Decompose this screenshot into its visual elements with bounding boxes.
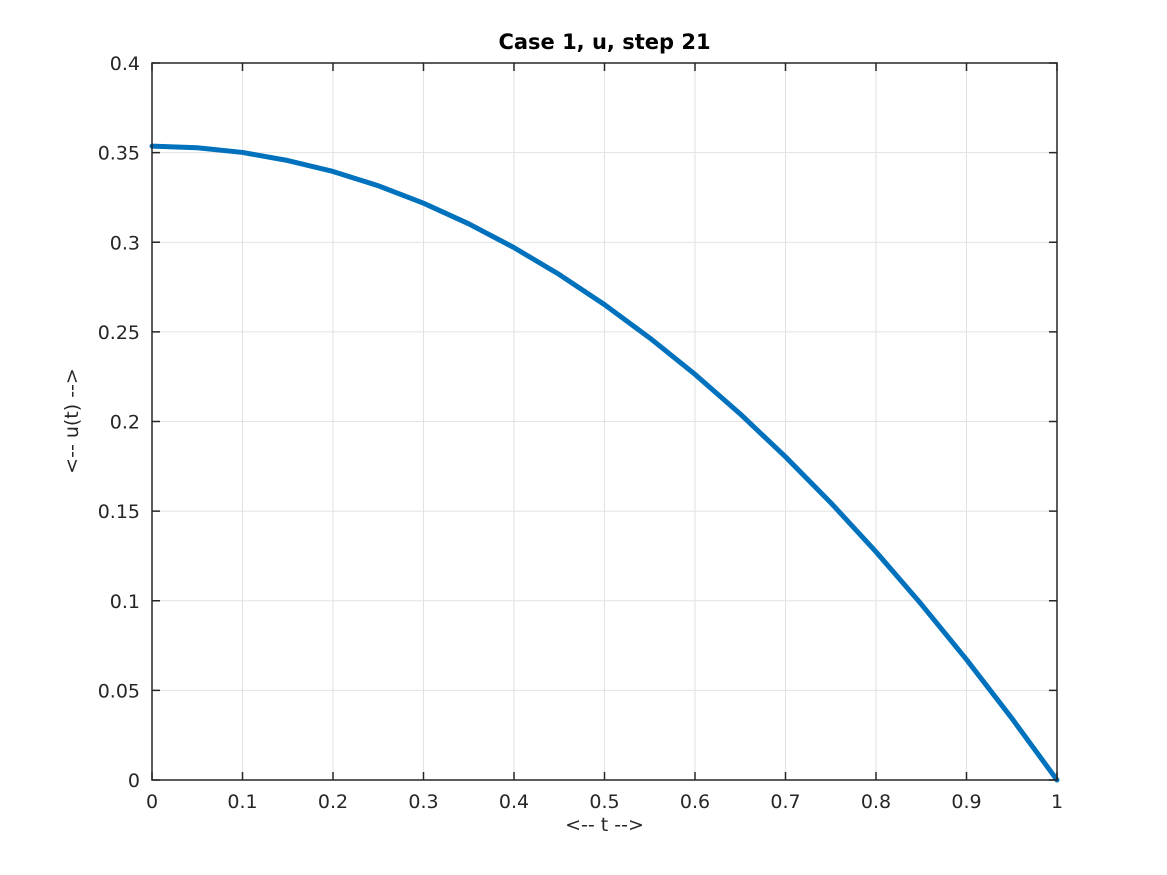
- y-tick-label: 0.1: [110, 591, 140, 613]
- x-tick-label: 0: [146, 791, 158, 813]
- x-tick-label: 0.5: [589, 791, 619, 813]
- y-tick-label: 0: [128, 770, 140, 792]
- x-tick-label: 0.9: [951, 791, 981, 813]
- x-tick-label: 0.1: [227, 791, 257, 813]
- y-tick-label: 0.4: [110, 53, 140, 75]
- y-tick-label: 0.05: [98, 680, 140, 702]
- x-tick-label: 0.3: [408, 791, 438, 813]
- x-tick-label: 1: [1051, 791, 1063, 813]
- y-tick-label: 0.2: [110, 412, 140, 434]
- plot-title: Case 1, u, step 21: [498, 30, 711, 54]
- y-tick-label: 0.15: [98, 501, 140, 523]
- series-line: [149, 143, 1060, 783]
- y-tick-label: 0.25: [98, 322, 140, 344]
- x-tick-label: 0.6: [680, 791, 710, 813]
- x-axis-label: <-- t -->: [565, 814, 644, 836]
- x-tick-label: 0.2: [318, 791, 348, 813]
- x-tick-label: 0.8: [861, 791, 891, 813]
- x-tick-label: 0.7: [770, 791, 800, 813]
- y-tick-label: 0.3: [110, 232, 140, 254]
- y-tick-label: 0.35: [98, 143, 140, 165]
- x-tick-label: 0.4: [499, 791, 529, 813]
